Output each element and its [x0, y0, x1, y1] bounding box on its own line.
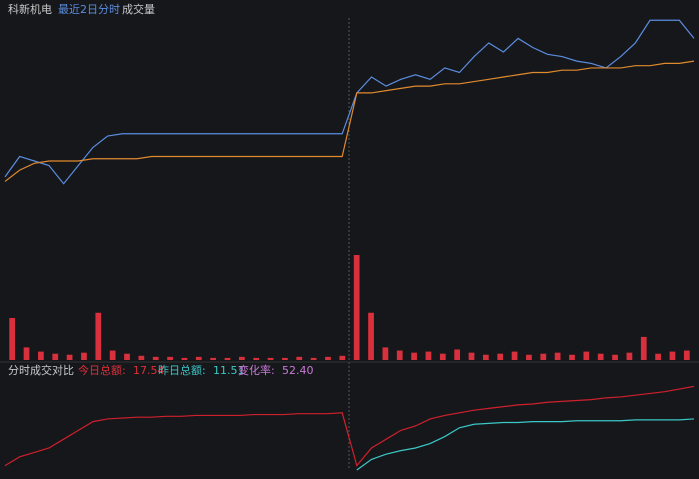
volume-bar [540, 353, 547, 360]
volume-bar [81, 352, 87, 360]
volume-bar [482, 354, 489, 360]
volume-bar [368, 312, 374, 360]
volume-bar [296, 356, 303, 360]
volume-bar [310, 357, 317, 360]
volume-bar [425, 351, 432, 360]
volume-bar [511, 351, 518, 360]
volume-bar [23, 347, 30, 360]
volume-bar [626, 352, 633, 360]
volume-bar [224, 357, 231, 360]
volume-bar [439, 353, 446, 360]
volume-bar [583, 351, 590, 360]
annotation-value: 17.54 [133, 364, 165, 377]
volume-bar [597, 353, 604, 360]
volume-bar [152, 356, 159, 360]
stock-name: 科新机电 [8, 2, 52, 16]
volume-bar [497, 353, 504, 360]
volume-bar [9, 318, 16, 360]
volume-bar [195, 356, 202, 360]
volume-bar [669, 351, 676, 360]
volume-bar [325, 356, 331, 360]
indicator: 成交量 [122, 2, 155, 16]
annotation-name: 今日总额: [78, 363, 126, 377]
series-line [356, 418, 695, 471]
volume-bar [339, 355, 346, 360]
volume-bar [640, 336, 647, 360]
volume-bar [612, 354, 618, 360]
volume-bar [396, 350, 403, 360]
volume-bar [353, 255, 360, 360]
volume-bar [52, 353, 59, 360]
volume-bar [253, 357, 260, 360]
annotation-value: 11.51 [213, 364, 245, 377]
volume-bar [210, 357, 217, 360]
volume-bar [454, 349, 461, 360]
volume-bar [282, 357, 288, 360]
series-line [4, 19, 695, 185]
compare-title: 分时成交对比 [8, 363, 74, 377]
volume-bar [124, 353, 130, 360]
volume-bar [554, 352, 561, 360]
volume-bar [109, 350, 116, 360]
volume-bar [66, 354, 73, 360]
volume-bar [38, 351, 44, 360]
volume-bar [655, 353, 661, 360]
volume-bar [267, 357, 274, 360]
volume-bar [683, 350, 690, 360]
volume-bar [569, 354, 575, 360]
volume-bar [468, 352, 475, 360]
annotation-name: 昨日总额: [158, 363, 206, 377]
volume-bar [181, 357, 188, 360]
volume-bar [95, 312, 102, 360]
annotation-name: 变化率: [238, 363, 275, 377]
annotation-value: 52.40 [282, 364, 314, 377]
volume-bar [411, 352, 417, 360]
volume-bar [382, 347, 389, 360]
volume-bar [526, 354, 532, 360]
volume-bar [238, 356, 245, 360]
series-line [4, 385, 695, 467]
series-line [4, 60, 695, 182]
volume-bar [138, 355, 145, 360]
volume-bar [167, 356, 173, 360]
period: 最近2日分时 [58, 3, 120, 16]
